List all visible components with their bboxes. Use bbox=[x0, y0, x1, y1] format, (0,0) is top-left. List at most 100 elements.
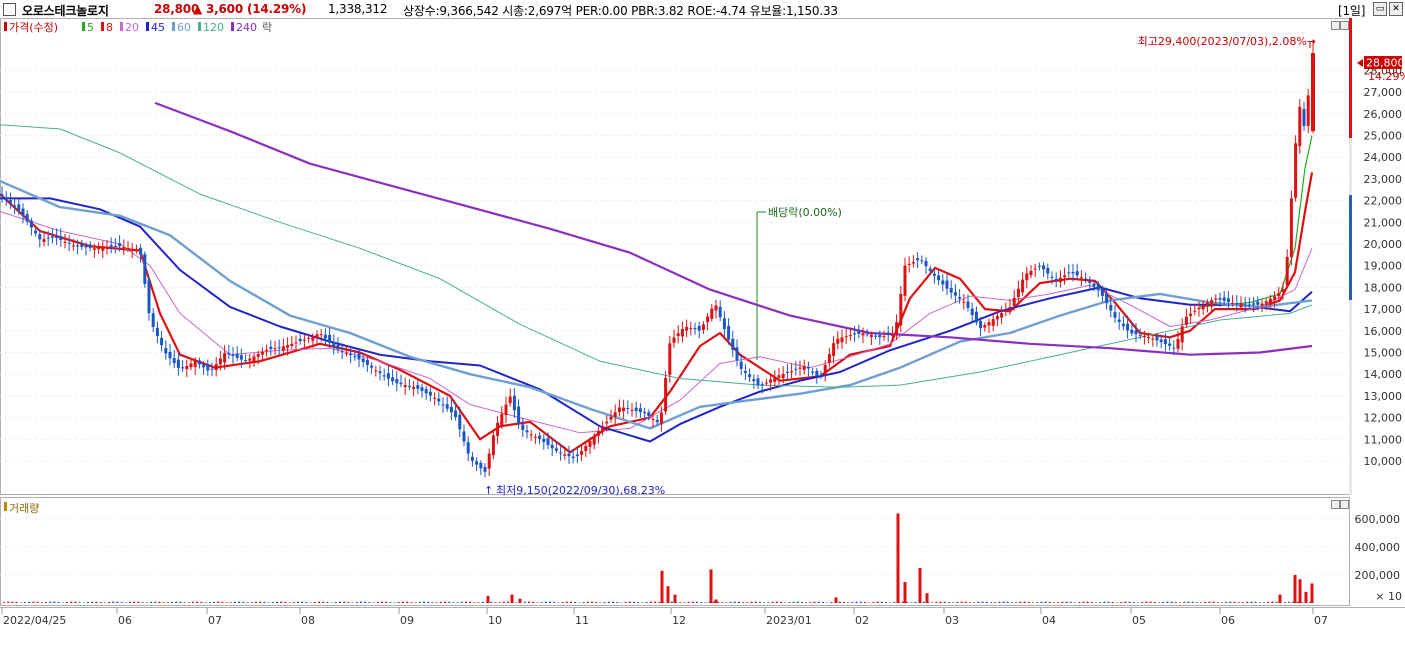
volume-panel-close[interactable] bbox=[1340, 500, 1349, 509]
date-axis-labels: 2022/04/25 06 07 08 09 10 11 12 2023/01 02 03 04 05 0… bbox=[1, 608, 1328, 627]
date-label: 09 bbox=[400, 614, 414, 627]
volume-bar bbox=[1107, 601, 1110, 603]
volume-bar bbox=[1082, 601, 1085, 603]
last-price-arrow-icon bbox=[1357, 59, 1363, 67]
volume-bar bbox=[1044, 601, 1047, 603]
candle-body bbox=[462, 431, 466, 442]
candle-body bbox=[895, 322, 899, 334]
candle-body bbox=[659, 412, 663, 424]
candle-body bbox=[139, 247, 143, 255]
candle-body bbox=[437, 398, 441, 402]
candle-body bbox=[622, 407, 626, 412]
volume-bar bbox=[729, 601, 732, 603]
price-tick-label: 23,000 bbox=[1364, 173, 1403, 186]
candle-body bbox=[428, 391, 432, 396]
candle-body bbox=[521, 424, 525, 430]
restore-icon[interactable]: ▭ bbox=[1373, 2, 1387, 16]
date-label: 2022/04/25 bbox=[3, 614, 66, 627]
candle-body bbox=[239, 355, 243, 360]
candle-body bbox=[449, 407, 453, 413]
candle-body bbox=[1025, 273, 1029, 281]
volume-bar bbox=[1111, 601, 1114, 603]
volume-bar bbox=[1086, 601, 1089, 603]
period-selector[interactable]: [1일] bbox=[1338, 4, 1366, 18]
volume-bar bbox=[969, 602, 971, 603]
volume-bar bbox=[523, 601, 526, 603]
candle-body bbox=[84, 245, 88, 248]
candle-body bbox=[727, 325, 731, 340]
volume-bar bbox=[494, 602, 497, 603]
candle-body bbox=[538, 435, 542, 440]
candle-body bbox=[248, 358, 252, 361]
checkbox-icon[interactable] bbox=[3, 3, 16, 16]
volume-bar bbox=[1036, 602, 1039, 603]
volume-bar bbox=[1309, 601, 1312, 603]
candle-body bbox=[1189, 313, 1193, 317]
candle-body bbox=[1042, 265, 1046, 270]
volume-bar bbox=[1145, 601, 1148, 603]
volume-bar bbox=[213, 601, 215, 603]
volume-bar bbox=[721, 602, 724, 603]
volume-bar bbox=[570, 601, 572, 603]
volume-bar bbox=[234, 601, 236, 603]
volume-bar bbox=[175, 601, 178, 603]
volume-bars bbox=[3, 513, 1314, 603]
candle-body bbox=[907, 263, 911, 265]
volume-bar bbox=[250, 602, 253, 603]
candle-body bbox=[391, 377, 395, 382]
volume-bar bbox=[624, 601, 627, 603]
volume-bar bbox=[116, 601, 119, 603]
volume-bar bbox=[381, 601, 383, 603]
date-label: 10 bbox=[488, 614, 502, 627]
dividend-annotation: 배당락(0.00%) bbox=[768, 206, 842, 219]
candle-body bbox=[701, 324, 705, 330]
candle-body bbox=[1130, 329, 1134, 334]
candle-body bbox=[151, 313, 155, 327]
moving-average-lines bbox=[0, 101, 1314, 454]
volume-bar bbox=[733, 601, 736, 603]
price-panel-frame bbox=[0, 18, 1350, 495]
candle-body bbox=[416, 385, 420, 389]
date-label: 11 bbox=[575, 614, 589, 627]
volume-bar bbox=[376, 601, 379, 603]
candle-body bbox=[798, 367, 802, 369]
candle-body bbox=[588, 440, 592, 447]
volume-bar bbox=[183, 602, 186, 603]
volume-bar bbox=[780, 601, 782, 603]
close-icon[interactable]: ✕ bbox=[1389, 2, 1403, 16]
candle-body bbox=[92, 248, 96, 250]
price-panel-button[interactable] bbox=[1331, 21, 1340, 30]
legend-ma-swatch bbox=[82, 22, 85, 31]
volume-bar bbox=[893, 601, 896, 603]
price-tick-label: 20,000 bbox=[1364, 238, 1403, 251]
volume-bar bbox=[305, 601, 308, 603]
candle-body bbox=[214, 363, 218, 371]
volume-bar bbox=[87, 601, 89, 603]
price-tick-label: 11,000 bbox=[1364, 433, 1403, 446]
candle-body bbox=[374, 370, 378, 372]
volume-panel-button[interactable] bbox=[1331, 500, 1340, 509]
price-panel-close[interactable] bbox=[1340, 21, 1349, 30]
volume-bar bbox=[565, 601, 568, 603]
legend-ma-swatch bbox=[101, 22, 104, 31]
candle-body bbox=[441, 404, 445, 406]
candle-body bbox=[176, 359, 180, 369]
volume-bar bbox=[712, 601, 715, 603]
volume-bar bbox=[990, 602, 992, 603]
volume-bar bbox=[1200, 602, 1202, 603]
candle-body bbox=[407, 385, 411, 387]
volume-bar bbox=[414, 602, 417, 603]
candle-body bbox=[38, 234, 42, 240]
volume-bar bbox=[1040, 601, 1043, 603]
volume-bar bbox=[641, 602, 644, 603]
candle-body bbox=[420, 387, 424, 392]
volume-bar bbox=[855, 601, 858, 603]
volume-bar bbox=[805, 602, 808, 603]
candle-body bbox=[580, 450, 584, 455]
volume-bar bbox=[368, 602, 371, 603]
candle-body bbox=[731, 338, 735, 350]
candle-body bbox=[487, 453, 491, 469]
volume-bar bbox=[502, 601, 505, 603]
candle-body bbox=[454, 410, 458, 418]
volume-bar bbox=[1069, 601, 1072, 603]
